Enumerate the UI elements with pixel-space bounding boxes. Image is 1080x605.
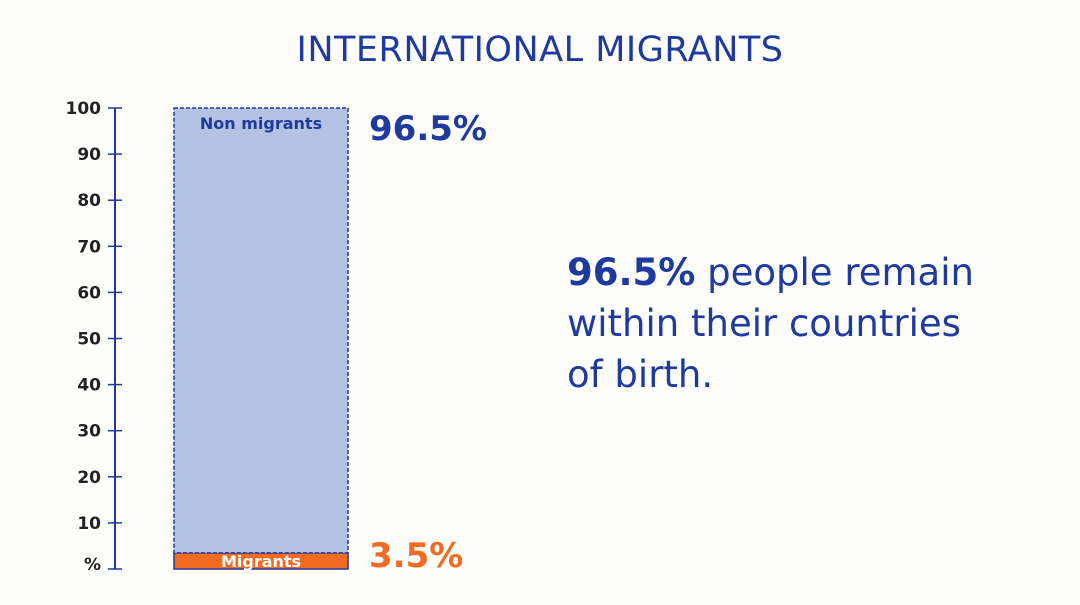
y-tick-label: 90 bbox=[77, 145, 101, 165]
y-axis: 100 90 80 70 60 50 40 30 20 10% bbox=[66, 99, 122, 575]
y-tick-label: 20 bbox=[77, 468, 101, 488]
y-tick-label: 30 bbox=[77, 422, 101, 442]
annotation-text: 96.5% people remain within their countri… bbox=[567, 247, 987, 400]
annotation-highlight: 96.5% bbox=[567, 251, 696, 294]
chart-title: INTERNATIONAL MIGRANTS bbox=[296, 30, 784, 70]
y-tick-label: 40 bbox=[77, 376, 101, 396]
value-labels: 3.5% 96.5% bbox=[369, 109, 487, 576]
value-label-non-migrants: 96.5% bbox=[369, 109, 487, 149]
segment-label-non-migrants: Non migrants bbox=[200, 114, 322, 133]
annotation-body: people remain within their countries of … bbox=[567, 251, 974, 396]
bar-segment-non-migrants bbox=[173, 107, 349, 554]
y-axis-label: % bbox=[84, 555, 101, 575]
y-tick-label: 60 bbox=[77, 283, 101, 303]
y-tick-label: 70 bbox=[77, 237, 101, 257]
y-tick-label: 50 bbox=[77, 330, 101, 350]
y-tick-label: 100 bbox=[66, 99, 102, 119]
segment-label-migrants: Migrants bbox=[221, 552, 301, 571]
stacked-bar: Migrants Non migrants bbox=[173, 107, 349, 571]
y-tick-label: 80 bbox=[77, 191, 101, 211]
value-label-migrants: 3.5% bbox=[369, 536, 463, 576]
y-tick-label: 10 bbox=[77, 514, 101, 534]
